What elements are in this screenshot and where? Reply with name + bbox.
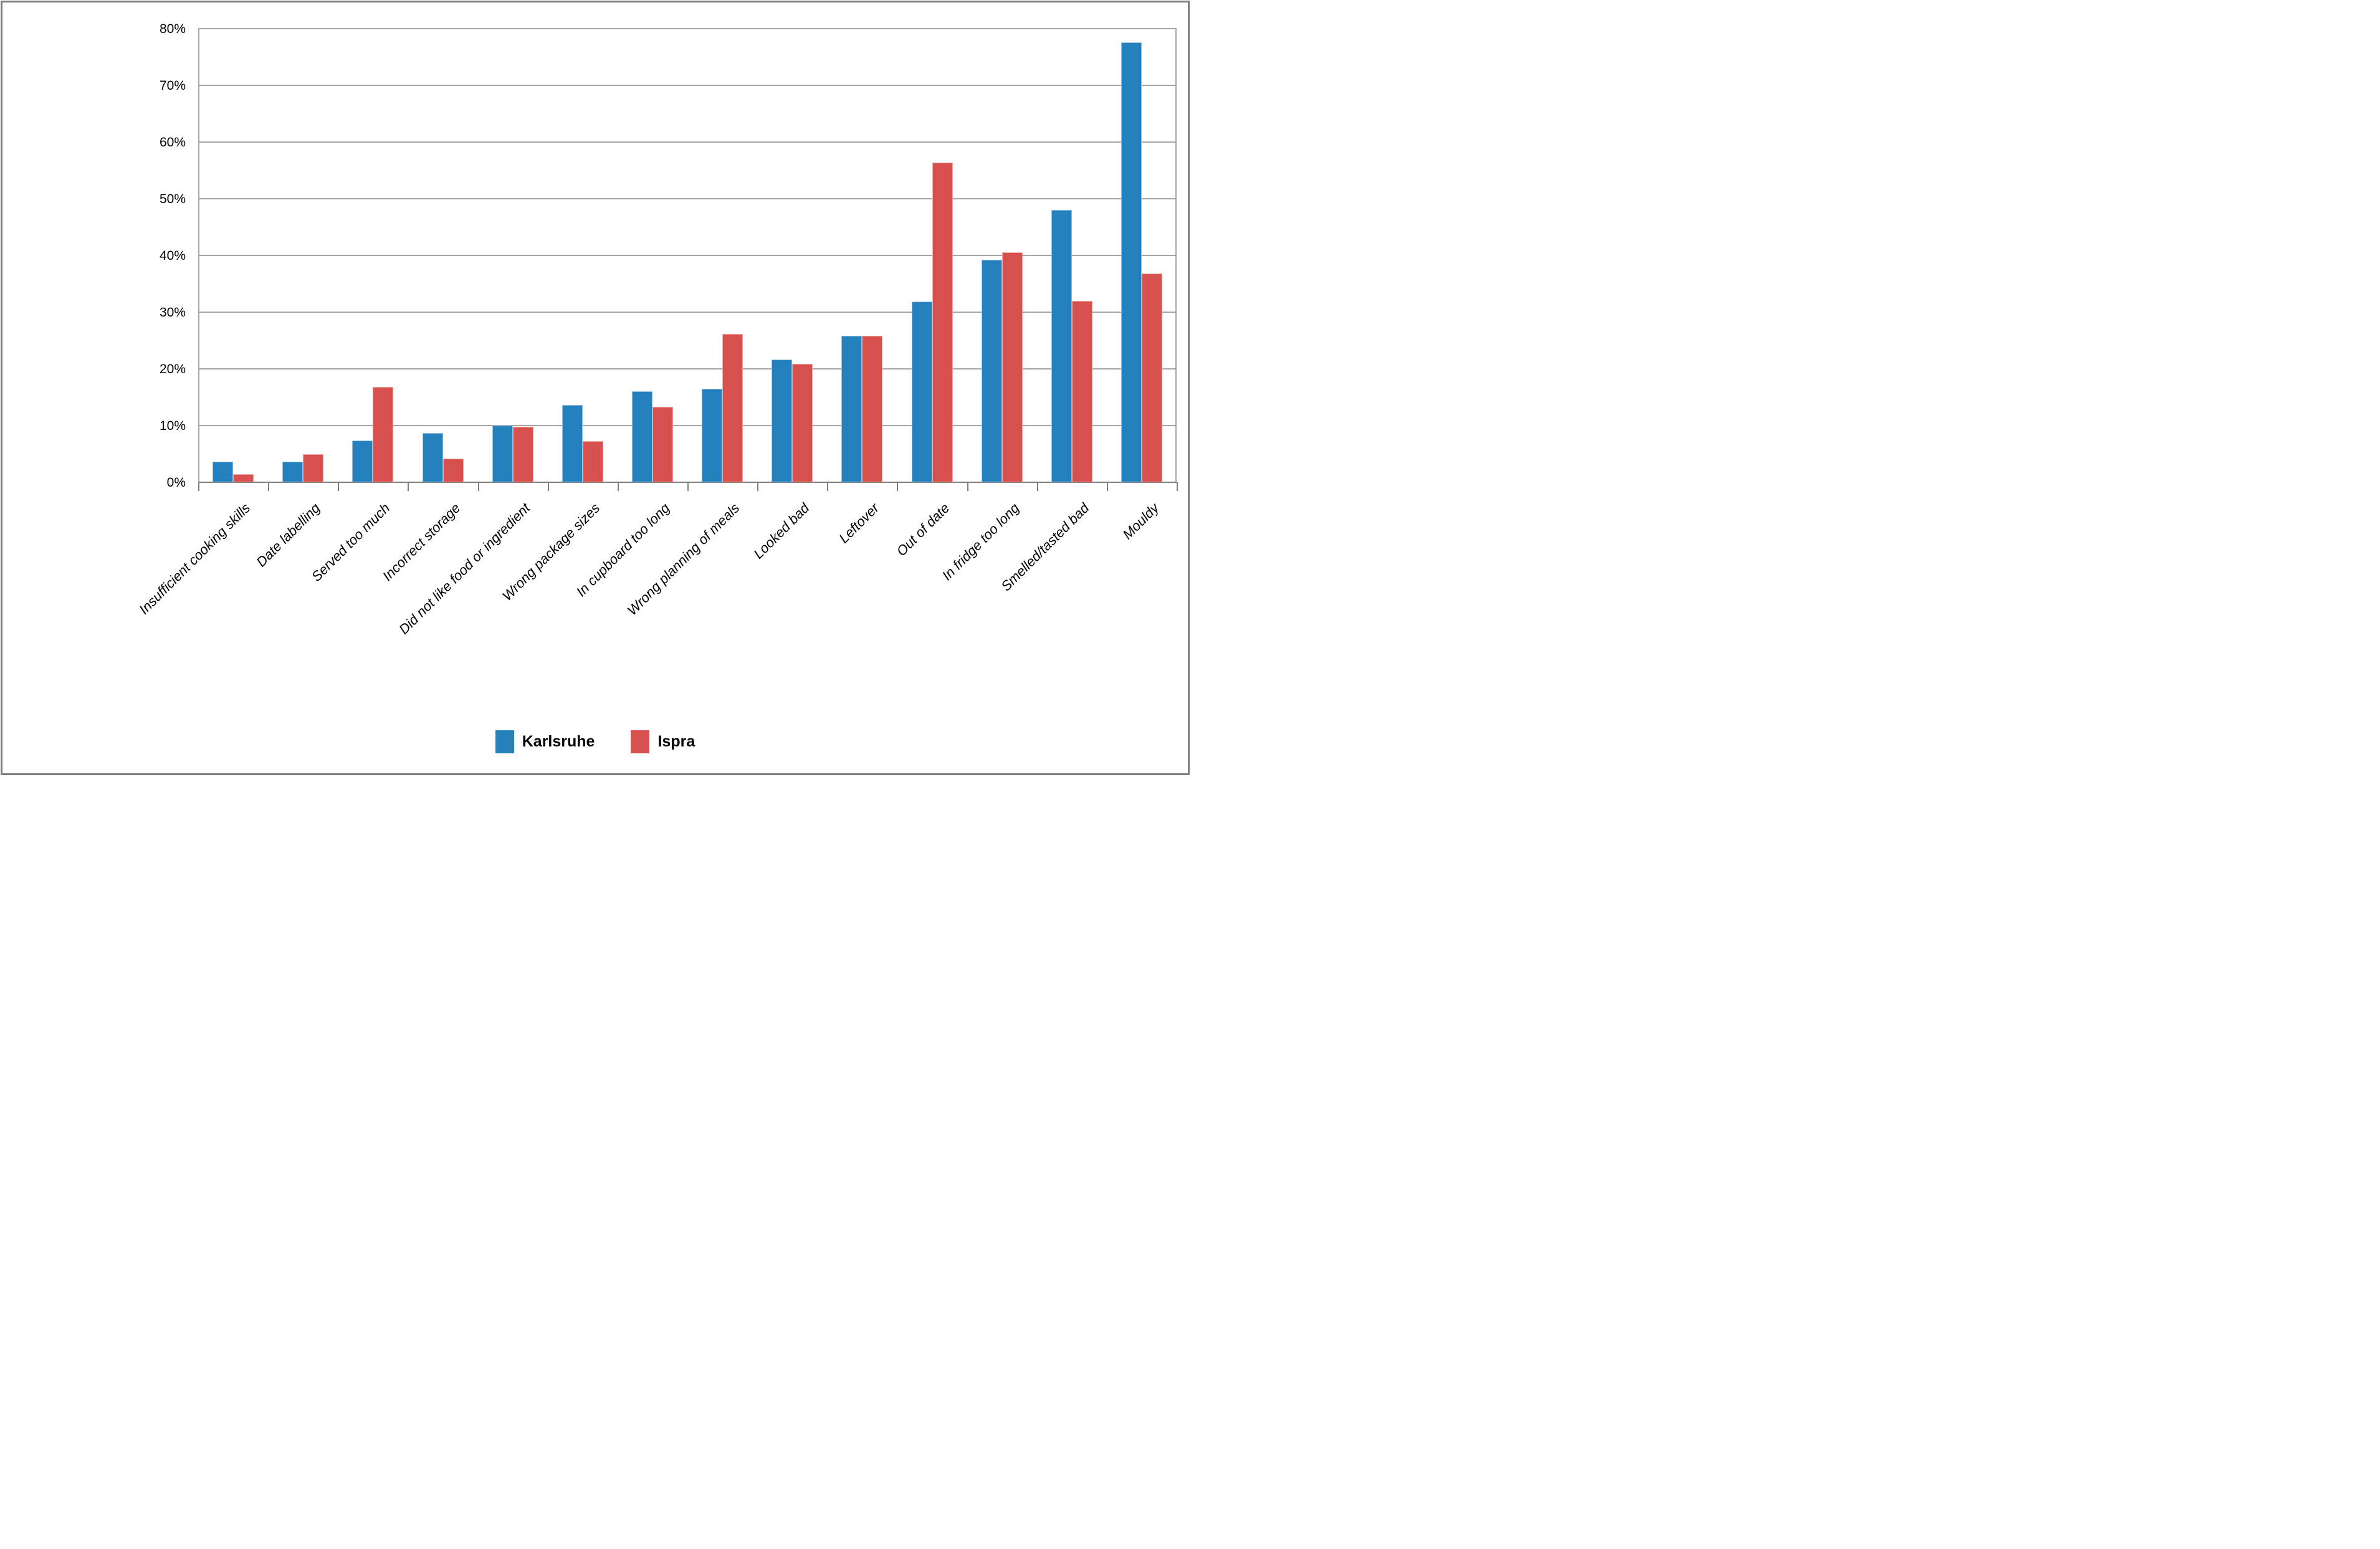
bar-ispra-12 <box>1002 252 1023 482</box>
bar-ispra-11 <box>932 163 953 482</box>
bar-karlsruhe-5 <box>492 426 513 482</box>
bar-karlsruhe-12 <box>982 260 1002 482</box>
bar-ispra-14 <box>1142 274 1162 482</box>
y-tick-label-0: 0% <box>166 475 186 490</box>
bar-karlsruhe-8 <box>702 389 722 482</box>
y-tick-label-30: 30% <box>159 305 186 320</box>
x-axis-tick-0 <box>198 482 199 491</box>
bar-ispra-5 <box>513 427 533 482</box>
x-axis-tick-14 <box>1177 482 1178 491</box>
y-tick-label-60: 60% <box>159 135 186 150</box>
bar-ispra-3 <box>373 387 393 482</box>
x-axis-tick-13 <box>1107 482 1108 491</box>
legend-label-ispra: Ispra <box>657 733 695 750</box>
gridline-40 <box>198 255 1177 256</box>
bar-ispra-8 <box>722 334 743 482</box>
bar-ispra-2 <box>303 454 323 482</box>
bar-ispra-9 <box>792 364 813 482</box>
bar-karlsruhe-1 <box>213 462 233 482</box>
legend-swatch-ispra <box>631 730 650 753</box>
bar-karlsruhe-11 <box>912 302 932 482</box>
bar-ispra-13 <box>1072 301 1092 482</box>
x-axis-tick-9 <box>827 482 828 491</box>
bar-ispra-10 <box>862 336 882 482</box>
bar-karlsruhe-4 <box>423 433 443 482</box>
x-axis-tick-12 <box>1037 482 1038 491</box>
gridline-80 <box>198 28 1177 29</box>
bar-karlsruhe-6 <box>562 405 583 482</box>
y-axis-line <box>198 29 199 491</box>
gridline-50 <box>198 198 1177 199</box>
bar-ispra-1 <box>233 474 254 482</box>
x-axis-tick-3 <box>408 482 409 491</box>
gridline-20 <box>198 368 1177 369</box>
bar-ispra-6 <box>583 441 603 482</box>
x-axis-tick-11 <box>967 482 968 491</box>
y-tick-label-10: 10% <box>159 419 186 433</box>
x-axis-tick-2 <box>338 482 339 491</box>
legend-label-karlsruhe: Karlsruhe <box>522 733 595 750</box>
legend-item-ispra: Ispra <box>631 730 695 753</box>
y-tick-label-50: 50% <box>159 192 186 206</box>
bar-karlsruhe-10 <box>841 336 862 482</box>
bar-karlsruhe-7 <box>632 391 652 482</box>
x-axis-tick-6 <box>618 482 619 491</box>
x-axis-tick-10 <box>897 482 898 491</box>
bar-karlsruhe-9 <box>772 360 792 482</box>
y-tick-label-80: 80% <box>159 22 186 36</box>
y-tick-label-40: 40% <box>159 249 186 263</box>
bar-ispra-7 <box>652 407 673 482</box>
x-axis-tick-8 <box>757 482 758 491</box>
legend-swatch-karlsruhe <box>495 730 514 753</box>
legend-item-karlsruhe: Karlsruhe <box>495 730 595 753</box>
y-tick-label-70: 70% <box>159 79 186 93</box>
gridline-30 <box>198 312 1177 313</box>
bar-ispra-4 <box>443 459 464 482</box>
gridline-10 <box>198 425 1177 426</box>
bar-karlsruhe-2 <box>282 462 303 482</box>
gridline-60 <box>198 141 1177 143</box>
x-axis-tick-7 <box>687 482 689 491</box>
bar-karlsruhe-3 <box>352 441 373 482</box>
plot-right-border <box>1175 29 1177 482</box>
x-axis-tick-4 <box>478 482 479 491</box>
chart-legend: Karlsruhe Ispra <box>2 730 1188 753</box>
x-axis-tick-1 <box>268 482 269 491</box>
gridline-70 <box>198 85 1177 86</box>
bar-chart-figure: Karlsruhe Ispra 0% 10% 20% 30% 40% 50% 60% 70% 80… <box>1 1 1190 775</box>
x-axis-tick-5 <box>548 482 549 491</box>
bar-karlsruhe-13 <box>1051 210 1072 482</box>
y-tick-label-20: 20% <box>159 362 186 376</box>
bar-karlsruhe-14 <box>1121 42 1142 482</box>
